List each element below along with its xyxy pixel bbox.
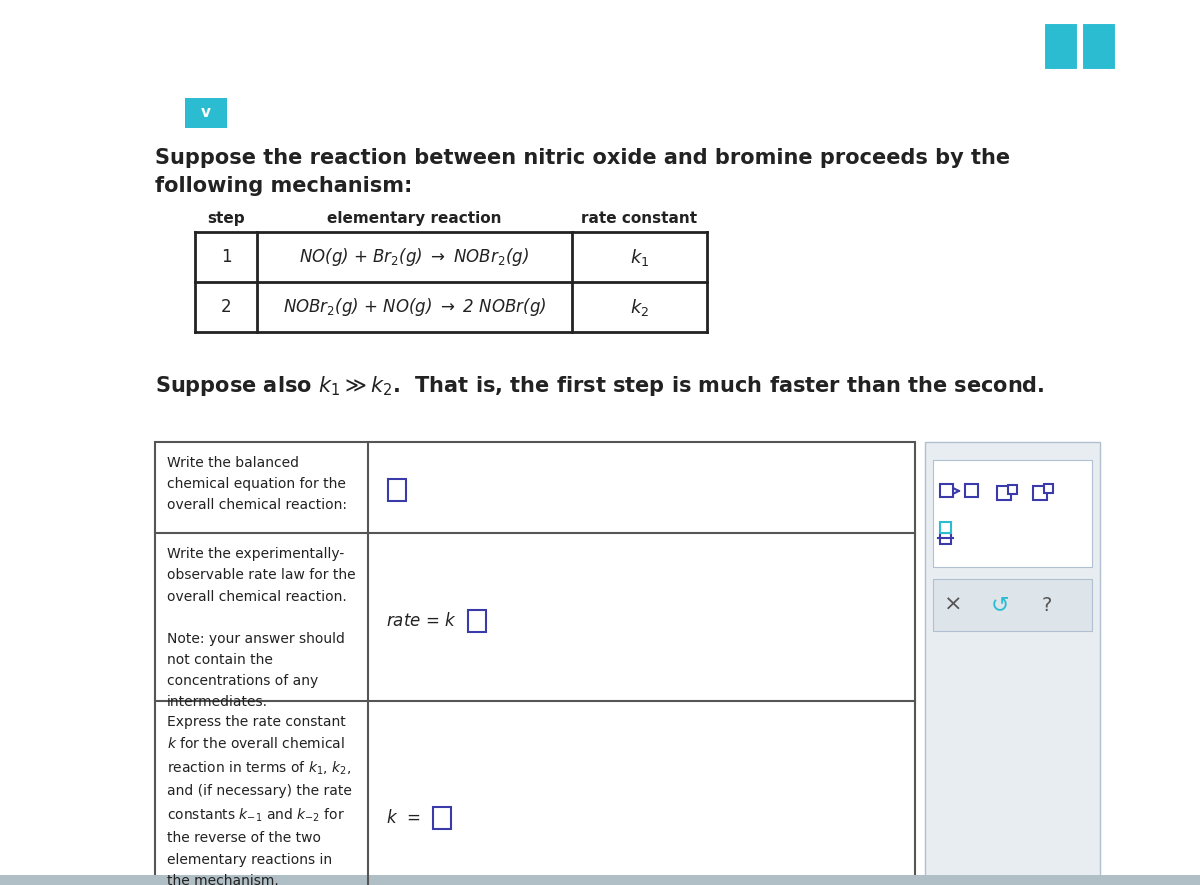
Text: Suppose the reaction between nitric oxide and bromine proceeds by the: Suppose the reaction between nitric oxid…	[155, 148, 1010, 168]
Text: step: step	[208, 211, 245, 226]
Text: Express the rate constant
$k$ for the overall chemical
reaction in terms of $k_1: Express the rate constant $k$ for the ov…	[167, 714, 352, 885]
Text: O  KINETICS AND EQUILIBRIUM: O KINETICS AND EQUILIBRIUM	[150, 15, 341, 26]
Bar	[1044, 484, 1054, 494]
Text: rate = $k$: rate = $k$	[386, 612, 456, 630]
Bar	[965, 484, 978, 497]
Text: ×: ×	[943, 595, 962, 615]
Bar	[433, 807, 451, 829]
Bar	[0, 875, 1200, 885]
Bar	[934, 459, 1092, 567]
Text: ?: ?	[1042, 596, 1052, 614]
Text: Write the balanced
chemical equation for the
overall chemical reaction:: Write the balanced chemical equation for…	[167, 456, 347, 512]
Text: NOBr$_2$(g) + NO(g) $\rightarrow$ 2 NOBr(g): NOBr$_2$(g) + NO(g) $\rightarrow$ 2 NOBr…	[283, 296, 546, 318]
Text: 2: 2	[221, 298, 232, 316]
Text: $k$  =: $k$ =	[386, 809, 420, 827]
Text: Suppose also $k_1$$\gg$$k_2$.  That is, the first step is much faster than the s: Suppose also $k_1$$\gg$$k_2$. That is, t…	[155, 373, 1044, 398]
Text: 1: 1	[221, 249, 232, 266]
Bar	[1008, 486, 1018, 495]
Bar	[468, 610, 486, 632]
Text: ↺: ↺	[991, 595, 1009, 615]
Bar	[155, 442, 916, 885]
Text: v: v	[202, 105, 211, 120]
Bar	[185, 98, 227, 127]
Text: Write the experimentally-
observable rate law for the
overall chemical reaction.: Write the experimentally- observable rat…	[167, 547, 355, 709]
Bar	[934, 579, 1092, 631]
Bar	[1033, 487, 1046, 500]
Bar	[940, 522, 952, 534]
Bar	[1082, 23, 1116, 70]
Bar	[997, 487, 1010, 500]
Text: Writing the rate law implied by a simple mechanism: Writing the rate law implied by a simple…	[150, 50, 551, 65]
Bar	[940, 484, 953, 497]
Text: rate constant: rate constant	[582, 211, 697, 226]
Text: $k_2$: $k_2$	[630, 296, 649, 318]
Text: NO(g) + Br$_2$(g) $\rightarrow$ NOBr$_2$(g): NO(g) + Br$_2$(g) $\rightarrow$ NOBr$_2$…	[300, 246, 529, 268]
Bar	[1044, 23, 1078, 70]
Bar	[940, 534, 952, 544]
Text: $k_1$: $k_1$	[630, 247, 649, 268]
Bar	[388, 480, 406, 502]
Text: elementary reaction: elementary reaction	[328, 211, 502, 226]
Bar	[925, 442, 1100, 885]
Text: following mechanism:: following mechanism:	[155, 175, 413, 196]
